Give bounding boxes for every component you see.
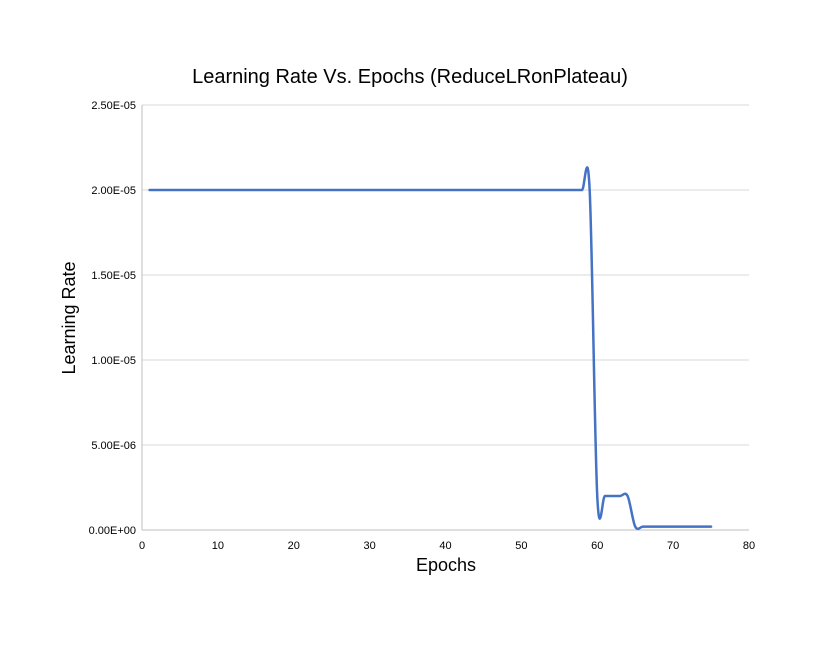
chart-title: Learning Rate Vs. Epochs (ReduceLRonPlat… [192, 66, 628, 88]
y-tick-label: 2.00E-05 [91, 185, 136, 197]
y-tick-label: 1.50E-05 [91, 270, 136, 282]
gridlines [142, 104, 749, 446]
x-tick-label: 30 [364, 540, 376, 552]
series-layer [148, 166, 713, 531]
x-tick-label: 20 [288, 540, 300, 552]
y-axis-title: Learning Rate [59, 261, 79, 374]
y-tick-label: 0.00E+00 [89, 525, 136, 537]
x-axis-title: Epochs [416, 555, 476, 575]
y-tick-label: 1.00E-05 [91, 355, 136, 367]
y-tick-label: 5.00E-06 [91, 440, 136, 452]
x-tick-label: 80 [743, 540, 755, 552]
learning-rate-series-line [148, 166, 713, 531]
x-tick-label: 0 [139, 540, 145, 552]
tick-labels: 0.00E+00 5.00E-06 1.00E-05 1.50E-05 2.00E-05… [89, 100, 756, 552]
y-tick-label: 2.50E-05 [91, 100, 136, 112]
x-tick-label: 60 [591, 540, 603, 552]
x-tick-label: 50 [515, 540, 527, 552]
x-tick-label: 10 [212, 540, 224, 552]
x-tick-label: 40 [439, 540, 451, 552]
axes [141, 105, 749, 531]
x-tick-label: 70 [667, 540, 679, 552]
